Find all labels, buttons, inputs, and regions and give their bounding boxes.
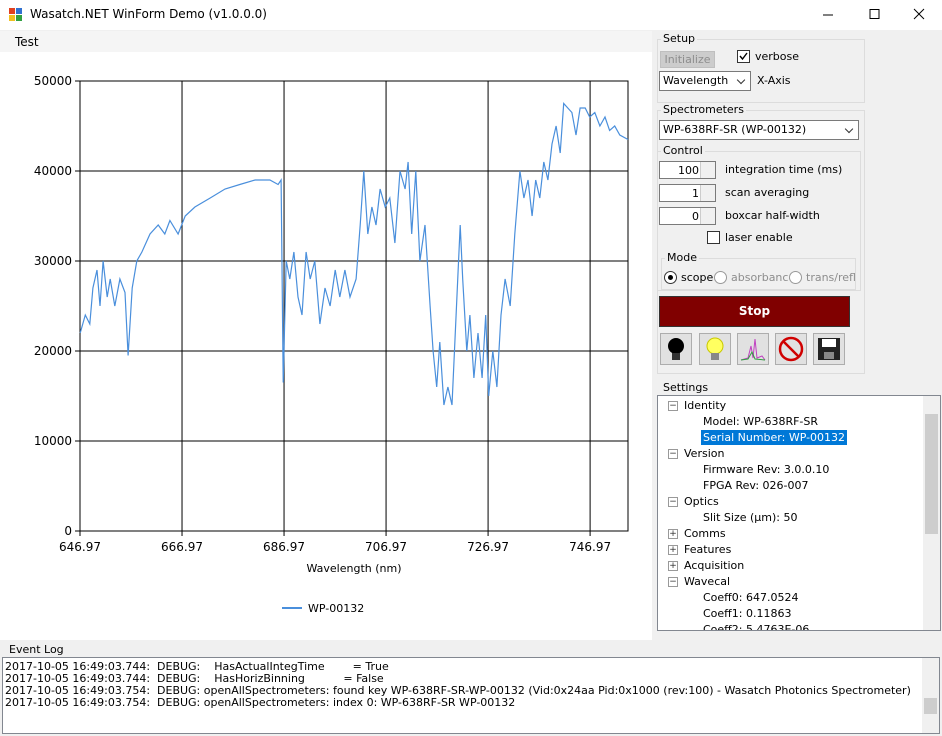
xaxis-combo[interactable]: Wavelength — [659, 71, 751, 91]
settings-title: Settings — [663, 381, 709, 394]
event-log: 2017-10-05 16:49:03.744: DEBUG: HasActua… — [2, 657, 940, 734]
tree-node: Optics — [684, 495, 719, 508]
expander[interactable]: − — [668, 449, 678, 459]
x-tick-label: 666.97 — [161, 540, 203, 554]
group-title: Control — [661, 144, 705, 157]
legend-label: WP-00132 — [308, 602, 364, 615]
group-title: Spectrometers — [661, 103, 746, 116]
y-tick-label: 50000 — [34, 74, 72, 88]
log-line: 2017-10-05 16:49:03.744: DEBUG: HasActua… — [5, 660, 389, 673]
tab-strip: Test — [0, 31, 652, 52]
spin-buttons — [700, 208, 715, 224]
mode-option: trans/refl — [806, 271, 856, 284]
initialize-button[interactable]: Initialize — [660, 51, 715, 68]
expander[interactable]: + — [668, 545, 678, 555]
chart: 0 10000 20000 30000 40000 50000 646.97 666.97 68… — [0, 52, 652, 640]
x-axis-label: Wavelength (nm) — [306, 562, 401, 575]
tree-node: FPGA Rev: 026-007 — [703, 479, 809, 492]
spin-buttons — [700, 162, 715, 178]
tree-node: Serial Number: WP-00132 — [701, 430, 848, 445]
field-label: integration time (ms) — [725, 163, 843, 176]
tree-node: Slit Size (µm): 50 — [703, 511, 798, 524]
event-log-title: Event Log — [9, 643, 64, 656]
log-line: 2017-10-05 16:49:03.754: DEBUG: openAllS… — [5, 684, 911, 697]
tree-node: Features — [684, 543, 732, 556]
data-line — [79, 102, 629, 406]
spectrum-button[interactable] — [737, 333, 769, 365]
tab[interactable]: Test — [15, 35, 39, 49]
settings-tree[interactable]: − Identity Model: WP-638RF-SR Serial Number… — [657, 395, 941, 631]
spin-box[interactable]: 1 — [659, 184, 716, 202]
group-title: Setup — [661, 32, 698, 45]
mode-option: scope — [681, 271, 714, 284]
window-title: Wasatch.NET WinForm Demo (v1.0.0.0) — [30, 7, 267, 21]
x-tick-label: 746.97 — [569, 540, 611, 554]
y-tick-label: 10000 — [34, 434, 72, 448]
spin-value: 100 — [678, 164, 699, 177]
mode-option: absorbance — [731, 271, 796, 284]
x-tick-label: 686.97 — [263, 540, 305, 554]
tree-node: Identity — [684, 399, 727, 412]
tree-node: Acquisition — [684, 559, 745, 572]
tree-node: Firmware Rev: 3.0.0.10 — [703, 463, 830, 476]
title-bar: Wasatch.NET WinForm Demo (v1.0.0.0) — [0, 0, 942, 30]
spectrometer-combo[interactable]: WP-638RF-SR (WP-00132) — [659, 120, 859, 140]
window-controls[interactable] — [800, 0, 942, 30]
spin-value: 1 — [692, 187, 699, 200]
tree-node: Comms — [684, 527, 726, 540]
verbose-label: verbose — [755, 50, 800, 63]
tree-node: Version — [684, 447, 725, 460]
spin-box[interactable]: 100 — [659, 161, 716, 179]
x-tick-label: 646.97 — [59, 540, 101, 554]
y-tick-label: 20000 — [34, 344, 72, 358]
y-tick-label: 0 — [64, 524, 72, 538]
group-title: Mode — [665, 251, 699, 264]
log-line: 2017-10-05 16:49:03.744: DEBUG: HasHoriz… — [5, 672, 384, 685]
plot-border — [79, 80, 629, 532]
field-label: boxcar half-width — [725, 209, 820, 222]
tree-node: Coeff0: 647.0524 — [703, 591, 799, 604]
radio-absorbance[interactable] — [714, 271, 727, 284]
lamp-off-button[interactable] — [660, 333, 692, 365]
tree-node: Coeff1: 0.11863 — [703, 607, 792, 620]
x-tick-label: 706.97 — [365, 540, 407, 554]
expander[interactable]: + — [668, 529, 678, 539]
expander[interactable]: − — [668, 401, 678, 411]
x-tick-label: 726.97 — [467, 540, 509, 554]
xaxis-label: X-Axis — [757, 74, 791, 87]
tree-node: Model: WP-638RF-SR — [703, 415, 819, 428]
expander[interactable]: + — [668, 561, 678, 571]
log-line: 2017-10-05 16:49:03.754: DEBUG: openAllS… — [5, 696, 516, 709]
laser-checkbox[interactable] — [707, 231, 720, 244]
app-icon — [9, 8, 22, 21]
expander[interactable]: − — [668, 577, 678, 587]
radio-trans-refl[interactable] — [789, 271, 802, 284]
expander[interactable]: − — [668, 497, 678, 507]
setup-group — [657, 39, 865, 103]
tree-node: Wavecal — [684, 575, 731, 588]
y-tick-label: 30000 — [34, 254, 72, 268]
tree-node: Coeff2: 5.4763E-06 — [703, 623, 810, 631]
scrollbar[interactable] — [923, 396, 940, 630]
verbose-checkbox[interactable] — [737, 50, 750, 63]
y-tick-label: 40000 — [34, 164, 72, 178]
spin-value: 0 — [692, 210, 699, 223]
spin-box[interactable]: 0 — [659, 207, 716, 225]
stop-button[interactable]: Stop — [659, 296, 850, 327]
mode-group — [661, 258, 856, 290]
laser-label: laser enable — [725, 231, 793, 244]
field-label: scan averaging — [725, 186, 810, 199]
control-group — [657, 151, 861, 291]
lamp-on-button[interactable] — [699, 333, 731, 365]
dark-button[interactable] — [775, 333, 807, 365]
radio-scope[interactable] — [664, 271, 677, 284]
save-button[interactable] — [813, 333, 845, 365]
spin-buttons — [700, 185, 715, 201]
scrollbar[interactable] — [922, 658, 939, 733]
